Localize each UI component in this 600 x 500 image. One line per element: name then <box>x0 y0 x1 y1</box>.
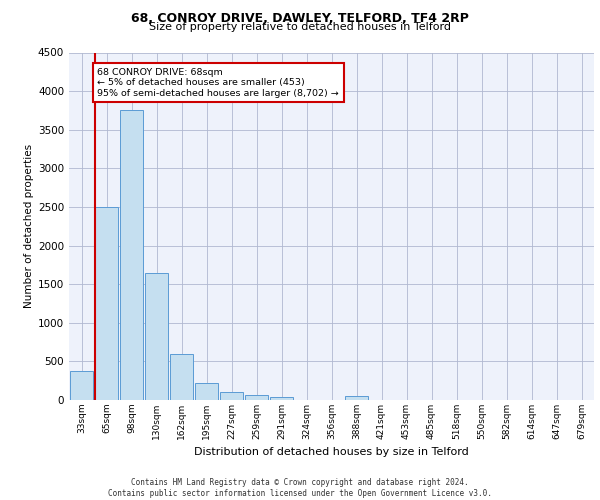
Bar <box>270 396 293 400</box>
Bar <box>70 372 93 400</box>
Text: Size of property relative to detached houses in Telford: Size of property relative to detached ho… <box>149 22 451 32</box>
Y-axis label: Number of detached properties: Number of detached properties <box>24 144 34 308</box>
Bar <box>120 110 143 400</box>
Text: 68, CONROY DRIVE, DAWLEY, TELFORD, TF4 2RP: 68, CONROY DRIVE, DAWLEY, TELFORD, TF4 2… <box>131 12 469 26</box>
Bar <box>170 354 193 400</box>
Bar <box>220 392 243 400</box>
Bar <box>95 207 118 400</box>
Bar <box>195 382 218 400</box>
Text: 68 CONROY DRIVE: 68sqm
← 5% of detached houses are smaller (453)
95% of semi-det: 68 CONROY DRIVE: 68sqm ← 5% of detached … <box>97 68 339 98</box>
Bar <box>145 274 168 400</box>
X-axis label: Distribution of detached houses by size in Telford: Distribution of detached houses by size … <box>194 448 469 458</box>
Bar <box>245 395 268 400</box>
Bar <box>345 396 368 400</box>
Text: Contains HM Land Registry data © Crown copyright and database right 2024.
Contai: Contains HM Land Registry data © Crown c… <box>108 478 492 498</box>
